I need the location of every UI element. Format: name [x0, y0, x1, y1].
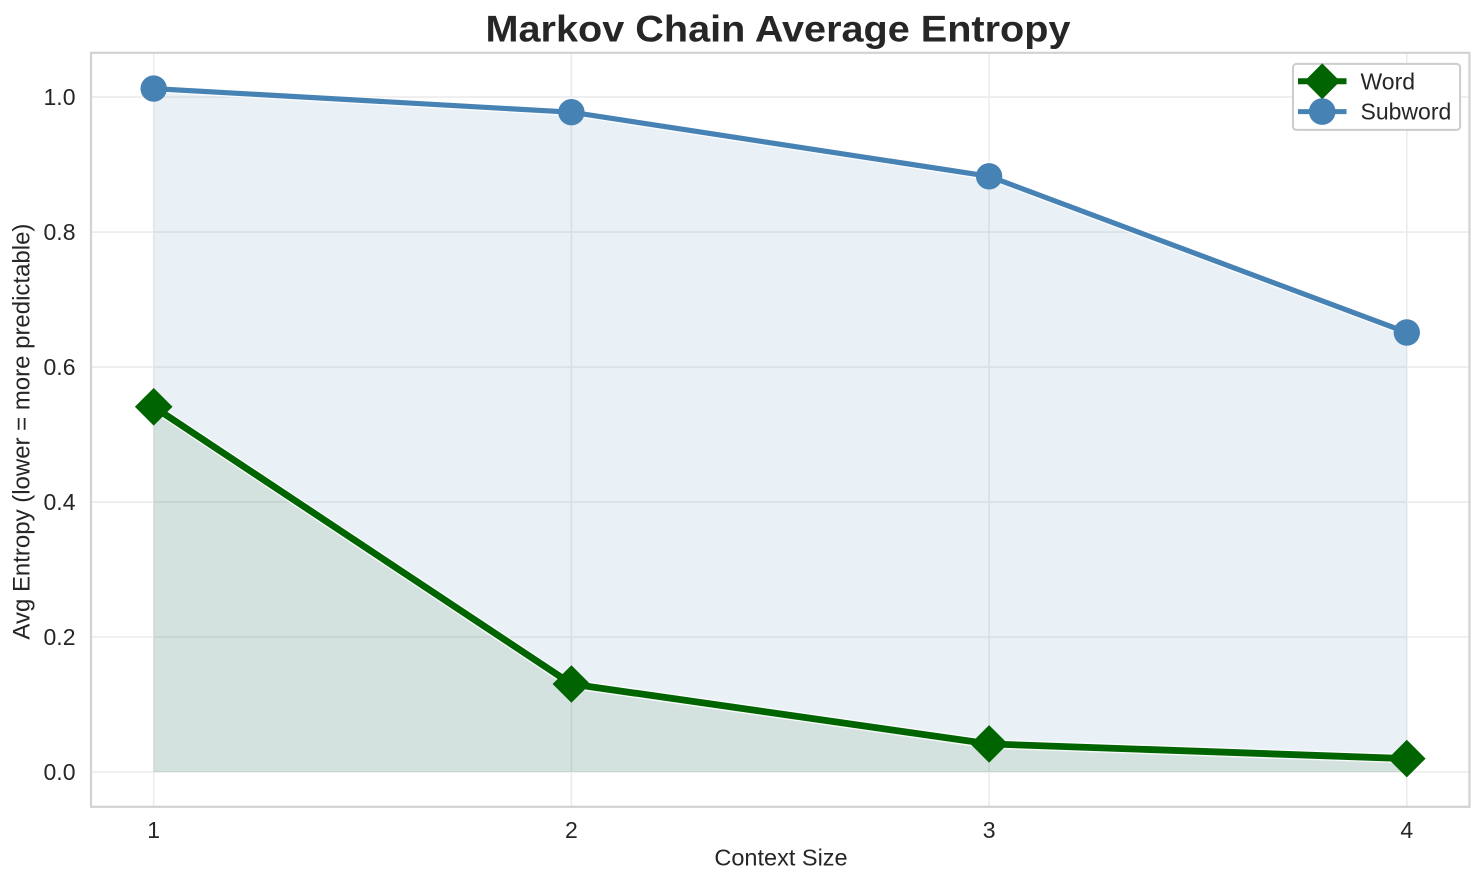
- svg-text:4: 4: [1400, 817, 1413, 843]
- svg-text:1.0: 1.0: [44, 84, 76, 110]
- svg-text:3: 3: [983, 817, 996, 843]
- svg-text:Markov Chain Average Entropy: Markov Chain Average Entropy: [486, 9, 1071, 50]
- svg-text:1: 1: [147, 817, 160, 843]
- svg-text:Context Size: Context Size: [714, 845, 847, 871]
- svg-text:Word: Word: [1361, 68, 1416, 94]
- svg-text:2: 2: [565, 817, 578, 843]
- svg-text:Subword: Subword: [1361, 98, 1452, 124]
- svg-text:Avg Entropy (lower = more pred: Avg Entropy (lower = more predictable): [9, 224, 36, 640]
- svg-text:0.6: 0.6: [44, 354, 76, 380]
- svg-text:0.4: 0.4: [44, 489, 76, 515]
- svg-text:0.2: 0.2: [44, 624, 76, 650]
- svg-text:0.8: 0.8: [44, 219, 76, 245]
- svg-text:0.0: 0.0: [44, 759, 76, 785]
